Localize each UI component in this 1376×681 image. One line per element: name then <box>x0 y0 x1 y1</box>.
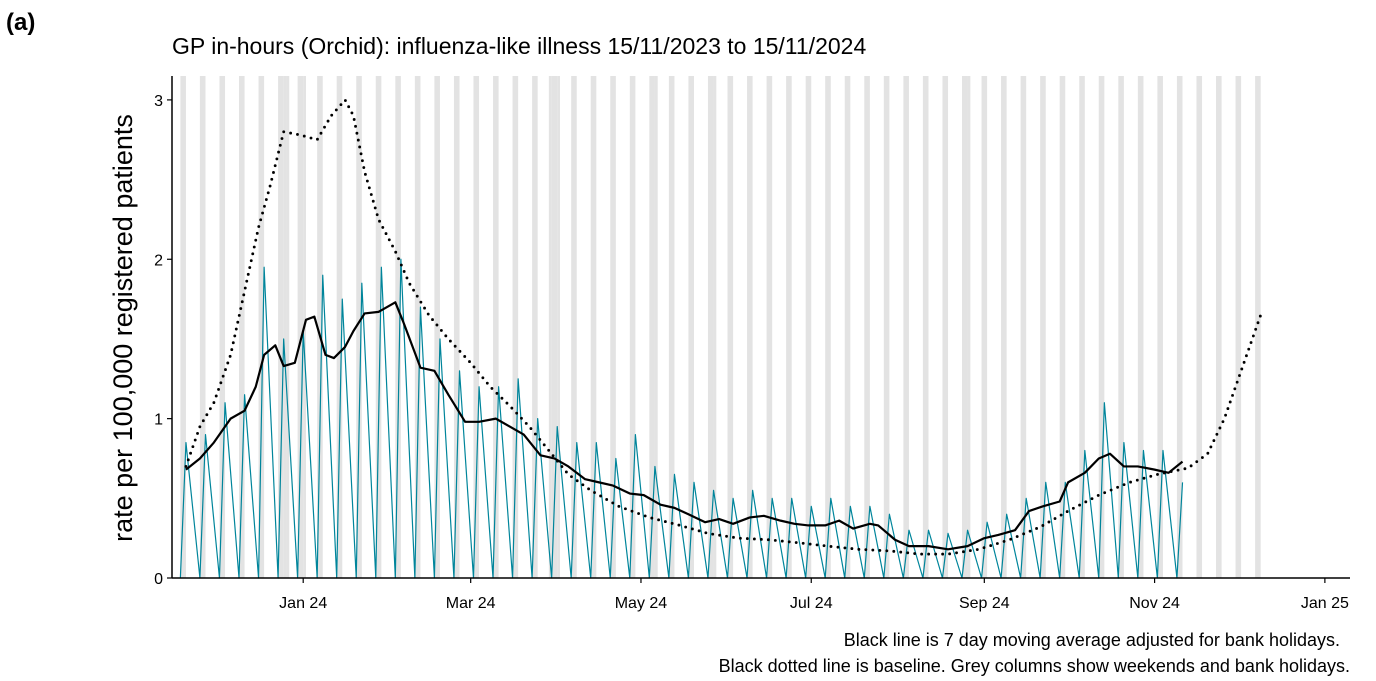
bank-holiday-column <box>654 76 658 578</box>
weekend-column <box>1235 76 1242 578</box>
weekend-column <box>864 76 870 578</box>
weekend-column <box>199 76 206 578</box>
weekend-column <box>493 76 499 578</box>
weekend-column <box>766 76 773 578</box>
weekend-column <box>1040 76 1046 578</box>
weekend-column <box>688 76 695 578</box>
weekend-column <box>707 76 714 578</box>
weekend-column <box>414 76 421 578</box>
weekend-column <box>551 76 558 578</box>
bank-holiday-column <box>967 76 971 578</box>
weekend-column <box>1098 76 1105 578</box>
x-tick-label: Nov 24 <box>1129 595 1180 612</box>
weekend-column <box>532 76 538 578</box>
weekend-column <box>805 76 812 578</box>
weekend-column <box>571 76 577 578</box>
series-line <box>179 258 1184 579</box>
y-axis-label: rate per 100,000 registered patients <box>108 114 138 542</box>
note: Black dotted line is baseline. Grey colu… <box>719 656 1350 676</box>
weekend-column <box>825 76 831 578</box>
y-tick-label: 0 <box>154 571 163 588</box>
weekend-column <box>961 76 968 578</box>
x-tick-label: Jul 24 <box>790 595 833 612</box>
weekend-column <box>219 76 226 578</box>
weekend-column <box>434 76 440 578</box>
weekend-column <box>356 76 362 578</box>
chart-title: GP in-hours (Orchid): influenza-like ill… <box>172 33 866 59</box>
series-line <box>185 301 1184 551</box>
weekend-column <box>747 76 753 578</box>
weekend-column <box>1001 76 1007 578</box>
note: Black line is 7 day moving average adjus… <box>844 630 1340 650</box>
weekend-column <box>922 76 929 578</box>
weekend-column <box>1255 76 1261 578</box>
weekend-column <box>727 76 734 578</box>
weekend-column <box>297 76 304 578</box>
weekend-column <box>258 76 265 578</box>
weekend-column <box>942 76 949 578</box>
weekend-column <box>180 76 186 578</box>
y-tick-label: 2 <box>154 252 163 269</box>
weekend-column <box>981 76 988 578</box>
weekend-column <box>1020 76 1027 578</box>
weekend-column <box>395 76 401 578</box>
weekend-column <box>590 76 597 578</box>
weekend-column <box>668 76 675 578</box>
weekend-column <box>649 76 655 578</box>
weekend-column <box>336 76 343 578</box>
y-tick-label: 3 <box>154 93 163 110</box>
weekend-column <box>610 76 616 578</box>
bank-holiday-column <box>286 76 290 578</box>
weekend-column <box>453 76 460 578</box>
x-tick-label: Mar 24 <box>446 595 496 612</box>
x-tick-label: Jan 25 <box>1301 595 1349 612</box>
weekend-column <box>1118 76 1124 578</box>
bank-holiday-column <box>557 76 561 578</box>
x-tick-label: Sep 24 <box>959 595 1010 612</box>
weekend-column <box>238 76 245 578</box>
weekend-column <box>786 76 792 578</box>
plot-area: 0 1 2 3 Jan 24 Mar 24 May 24 Jul 24 Sep 24 Nov 24… <box>154 76 1350 612</box>
x-tick-label: Jan 24 <box>279 595 327 612</box>
weekend-column <box>1079 76 1085 578</box>
weekend-column <box>844 76 851 578</box>
y-tick-label: 1 <box>154 412 163 429</box>
weekend-column <box>629 76 636 578</box>
weekend-column <box>1196 76 1203 578</box>
weekend-column <box>278 76 284 578</box>
panel-label: (a) <box>6 9 35 36</box>
bank-holiday-column <box>713 76 717 578</box>
weekend-column <box>317 76 323 578</box>
weekend-column <box>473 76 480 578</box>
weekend-column <box>1137 76 1144 578</box>
bank-holiday-column <box>283 76 287 578</box>
weekend-column <box>1059 76 1066 578</box>
weekend-column <box>1176 76 1183 578</box>
weekend-column <box>903 76 909 578</box>
bank-holiday-column <box>548 76 552 578</box>
weekend-column <box>512 76 519 578</box>
weekend-column <box>1157 76 1163 578</box>
x-tick-label: May 24 <box>615 595 668 612</box>
weekend-column <box>1216 76 1222 578</box>
weekend-column <box>375 76 382 578</box>
weekend-column <box>883 76 890 578</box>
